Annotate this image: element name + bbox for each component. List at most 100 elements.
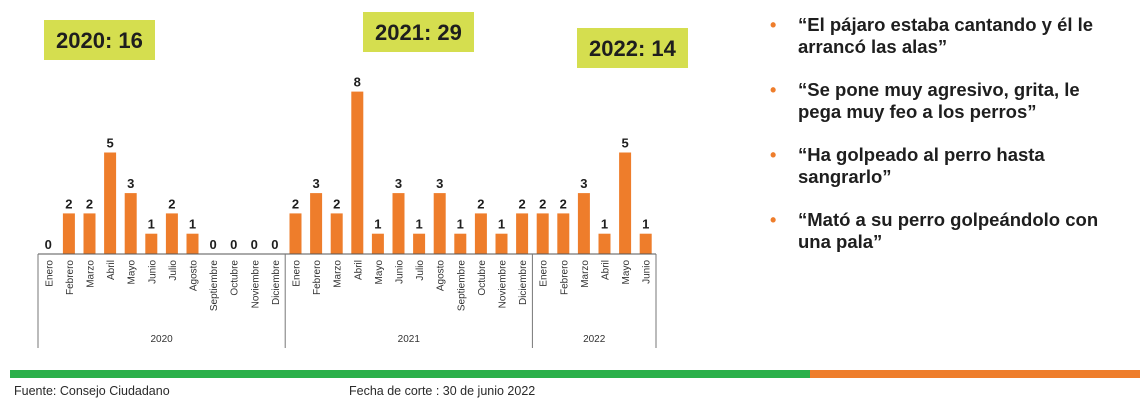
data-label: 2	[168, 196, 175, 211]
month-tick-label: Abril	[353, 260, 364, 280]
data-label: 3	[436, 176, 443, 191]
data-label: 3	[395, 176, 402, 191]
month-tick-label: Febrero	[312, 260, 323, 295]
month-tick-label: Septiembre	[209, 260, 220, 312]
data-label: 5	[621, 136, 628, 151]
month-tick-label: Diciembre	[518, 260, 529, 305]
month-tick-label: Agosto	[189, 260, 200, 292]
month-tick-label: Enero	[44, 260, 55, 287]
year-group-label: 2020	[150, 334, 173, 345]
data-label: 5	[106, 136, 113, 151]
quote-text: “Ha golpeado al perro hasta sangrarlo”	[798, 144, 1045, 187]
bullet-icon: •	[770, 210, 777, 230]
bullet-icon: •	[770, 80, 777, 100]
quote-text: “El pájaro estaba cantando y él le arran…	[798, 14, 1094, 57]
bar-2022-abril	[598, 233, 611, 254]
footer-divider-orange	[810, 370, 1140, 378]
bullet-icon: •	[770, 145, 777, 165]
month-tick-label: Marzo	[86, 260, 97, 288]
quote-item: • “Ha golpeado al perro hasta sangrarlo”	[768, 144, 1128, 188]
cutoff-date-note: Fecha de corte : 30 de junio 2022	[349, 384, 536, 398]
data-label: 2	[86, 196, 93, 211]
data-label: 1	[189, 217, 196, 232]
month-tick-label: Febrero	[559, 260, 570, 295]
source-note: Fuente: Consejo Ciudadano	[14, 384, 170, 398]
bar-2022-febrero	[557, 213, 570, 254]
data-label: 1	[642, 217, 649, 232]
bar-2021-agosto	[433, 193, 446, 254]
data-label: 0	[251, 237, 258, 252]
bar-2021-marzo	[330, 213, 343, 254]
year-total-badge-2022: 2022: 14	[577, 28, 688, 68]
month-tick-label: Enero	[539, 260, 550, 287]
month-tick-label: Marzo	[580, 260, 591, 288]
bar-2020-agosto	[186, 233, 199, 254]
bar-2021-noviembre	[495, 233, 508, 254]
data-label: 3	[580, 176, 587, 191]
data-label: 1	[457, 217, 464, 232]
bar-2021-mayo	[371, 233, 384, 254]
month-tick-label: Noviembre	[498, 260, 509, 309]
month-tick-label: Septiembre	[456, 260, 467, 312]
month-tick-label: Junio	[642, 260, 653, 284]
bar-2021-junio	[392, 193, 405, 254]
month-tick-label: Octubre	[230, 260, 241, 296]
month-tick-label: Noviembre	[250, 260, 261, 309]
month-tick-label: Julio	[415, 260, 426, 281]
month-tick-label: Abril	[601, 260, 612, 280]
bar-2020-julio	[165, 213, 178, 254]
bar-chart: 0 Enero 2 Febrero 2 Marzo 5 Abril 3 Mayo 1 Junio 2 Ju…	[37, 75, 657, 348]
bar-2020-junio	[145, 233, 158, 254]
year-group-label: 2021	[398, 334, 421, 345]
bar-2022-enero	[536, 213, 549, 254]
bar-2021-enero	[289, 213, 302, 254]
data-label: 1	[498, 217, 505, 232]
data-label: 1	[601, 217, 608, 232]
data-label: 2	[65, 196, 72, 211]
data-label: 8	[354, 75, 361, 90]
data-label: 1	[374, 217, 381, 232]
month-tick-label: Mayo	[127, 260, 138, 285]
year-total-badge-2021: 2021: 29	[363, 12, 474, 52]
quote-text: “Se pone muy agresivo, grita, le pega mu…	[798, 79, 1080, 122]
data-label: 1	[415, 217, 422, 232]
bar-2022-marzo	[577, 193, 590, 254]
year-total-badge-2020: 2020: 16	[44, 20, 155, 60]
data-label: 0	[271, 237, 278, 252]
data-label: 2	[292, 196, 299, 211]
data-label: 2	[477, 196, 484, 211]
data-label: 0	[230, 237, 237, 252]
quote-text: “Mató a su perro golpeándolo con una pal…	[798, 209, 1099, 252]
month-tick-label: Enero	[292, 260, 303, 287]
bar-2020-febrero	[62, 213, 75, 254]
month-tick-label: Junio	[395, 260, 406, 284]
data-label: 2	[333, 196, 340, 211]
data-label: 2	[518, 196, 525, 211]
month-tick-label: Mayo	[621, 260, 632, 285]
bar-2020-mayo	[124, 193, 137, 254]
month-tick-label: Octubre	[477, 260, 488, 296]
year-group-label: 2022	[583, 334, 606, 345]
month-tick-label: Marzo	[333, 260, 344, 288]
quote-item: • “Mató a su perro golpeándolo con una pa…	[768, 209, 1128, 253]
data-label: 2	[539, 196, 546, 211]
bullet-icon: •	[770, 15, 777, 35]
bar-2021-octubre	[474, 213, 487, 254]
data-label: 2	[560, 196, 567, 211]
bar-2021-abril	[351, 91, 364, 254]
month-tick-label: Mayo	[374, 260, 385, 285]
data-label: 1	[148, 217, 155, 232]
month-tick-label: Agosto	[436, 260, 447, 292]
bar-2021-febrero	[310, 193, 323, 254]
quote-item: • “Se pone muy agresivo, grita, le pega m…	[768, 79, 1128, 123]
month-tick-label: Junio	[147, 260, 158, 284]
footer-divider	[10, 370, 1140, 378]
month-tick-label: Diciembre	[271, 260, 282, 305]
footer-divider-green	[10, 370, 810, 378]
bar-2021-diciembre	[516, 213, 529, 254]
quotes-list: • “El pájaro estaba cantando y él le arra…	[768, 14, 1128, 274]
data-label: 0	[209, 237, 216, 252]
quote-item: • “El pájaro estaba cantando y él le arra…	[768, 14, 1128, 58]
data-label: 0	[45, 237, 52, 252]
bar-2022-mayo	[619, 152, 632, 254]
